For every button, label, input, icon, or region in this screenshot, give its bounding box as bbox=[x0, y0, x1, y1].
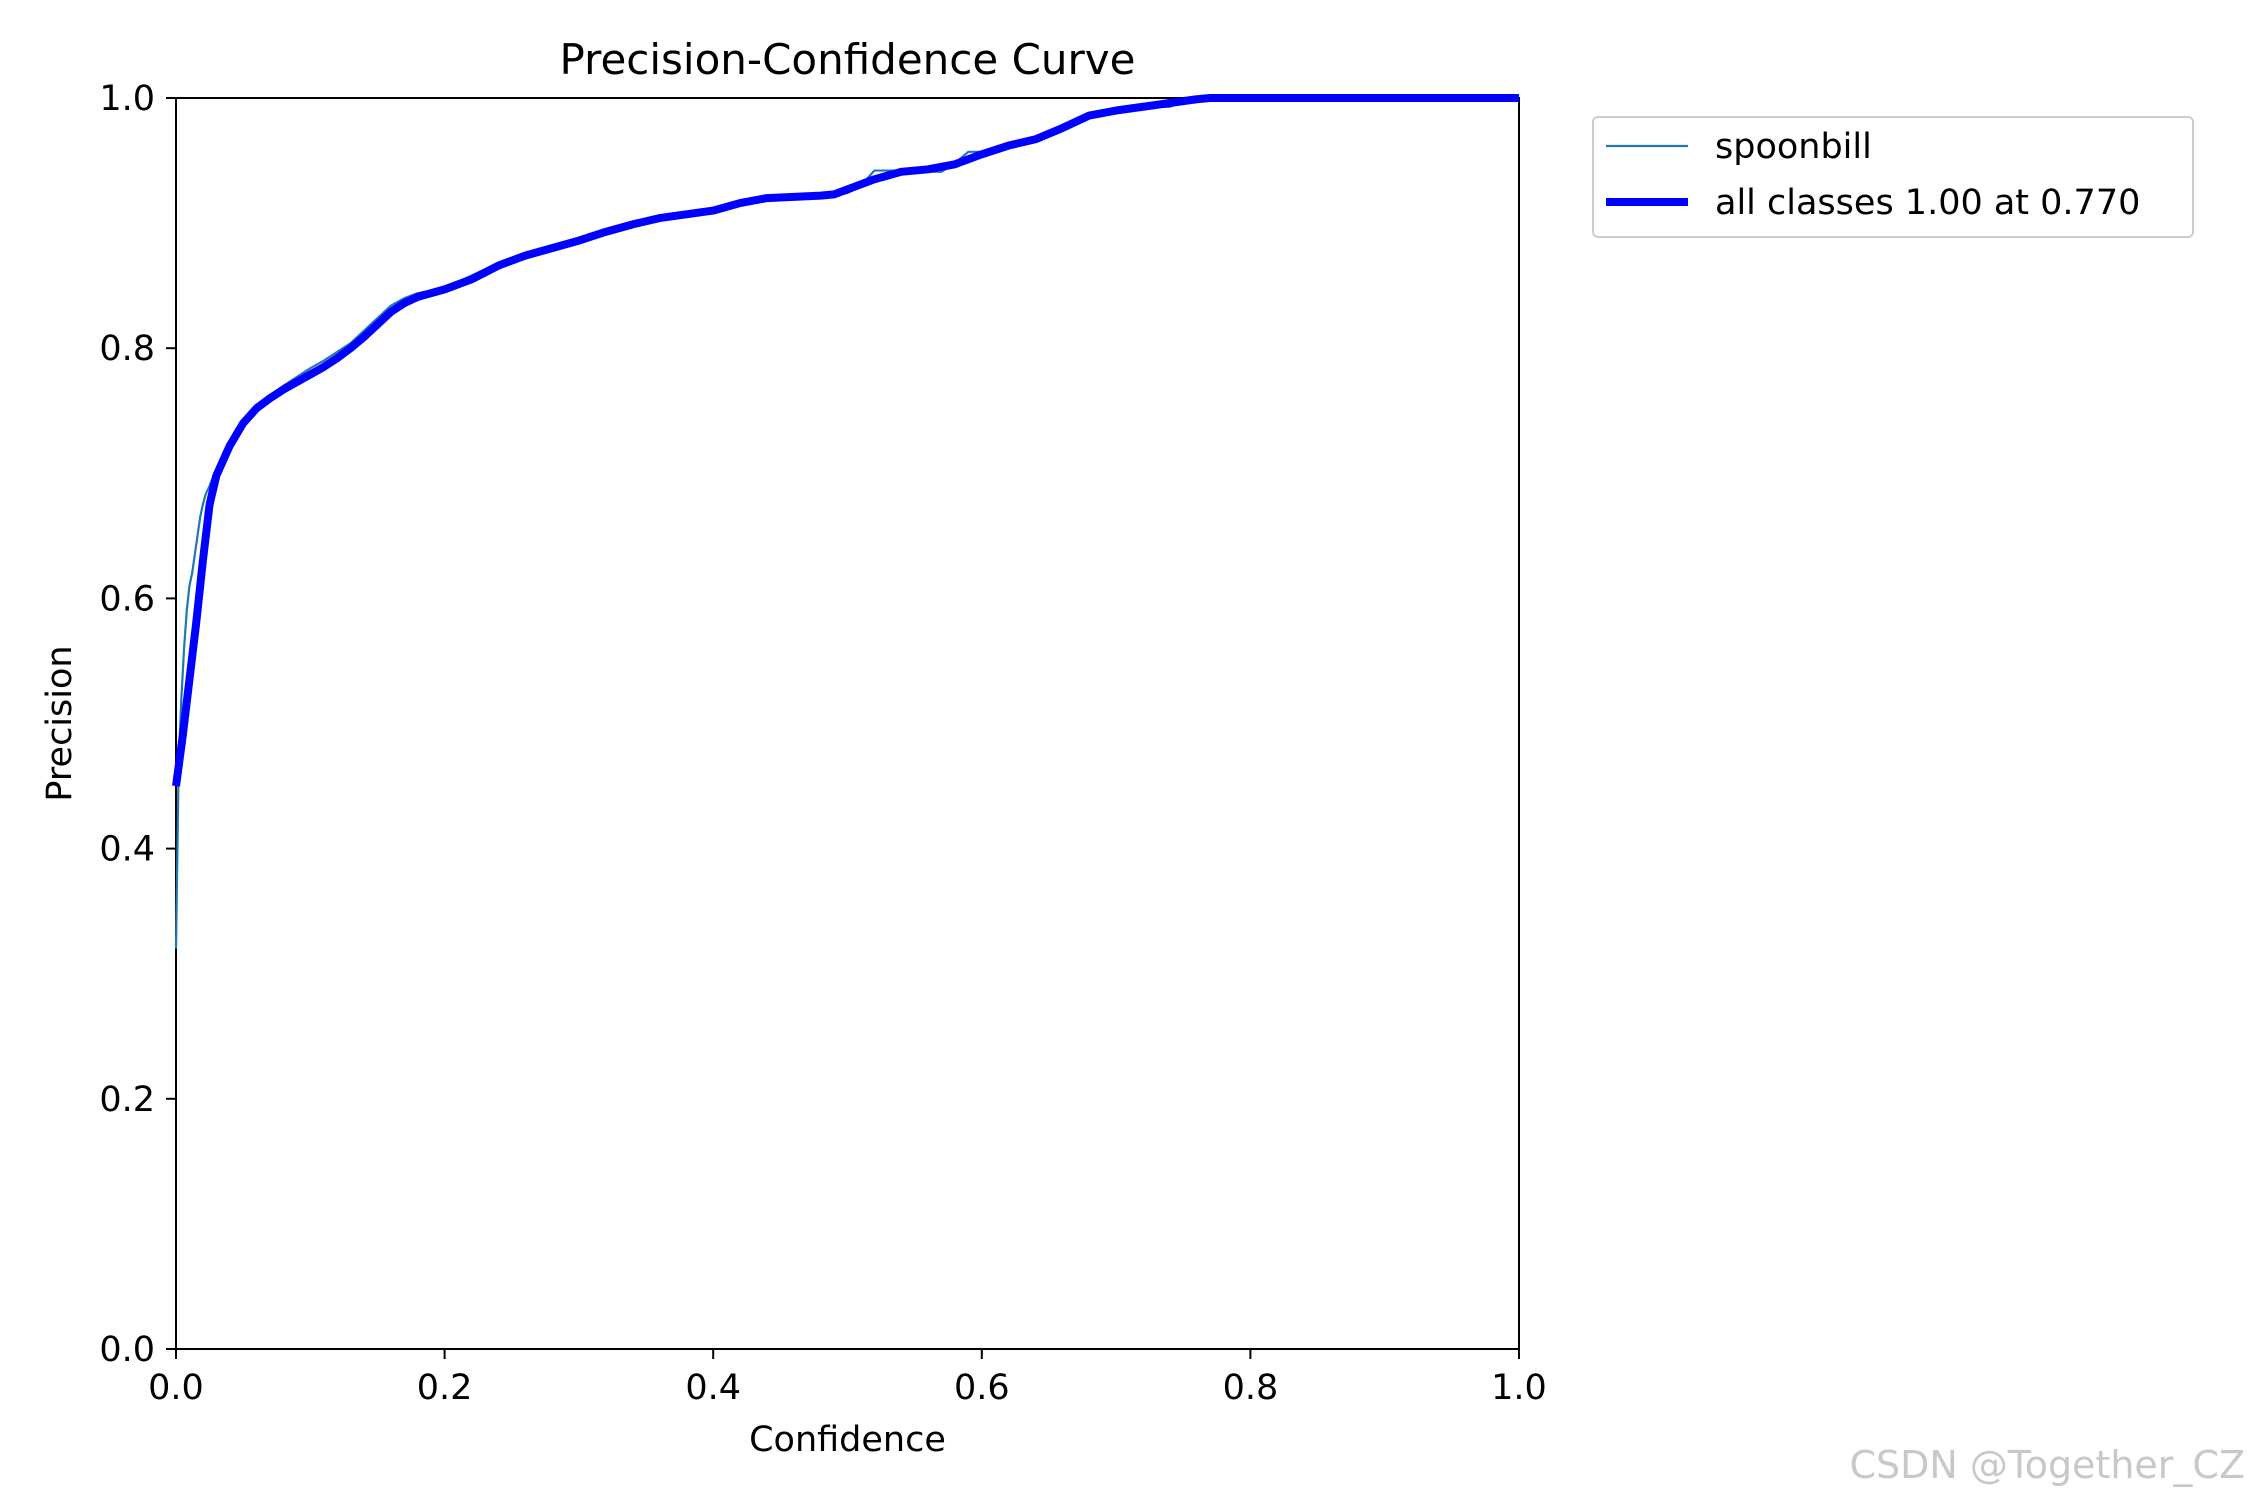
plot-frame bbox=[175, 97, 1520, 1350]
y-axis-title: Precision bbox=[40, 645, 80, 801]
watermark: CSDN @Together_CZ bbox=[1850, 1443, 2245, 1487]
series-line-spoonbill bbox=[174, 96, 1519, 949]
legend: spoonbill all classes 1.00 at 0.770 bbox=[1592, 116, 2194, 238]
legend-label: all classes 1.00 at 0.770 bbox=[1715, 183, 2140, 223]
y-tick-label: 0.6 bbox=[99, 579, 155, 619]
x-tick-label: 0.2 bbox=[417, 1368, 473, 1408]
axes: 0.0 0.2 0.4 0.6 0.8 1.0 0.0 0.2 0.4 0.6 0.8 1.0 bbox=[99, 79, 1547, 1408]
legend-box bbox=[1592, 116, 2194, 238]
y-tick-label: 0.8 bbox=[99, 329, 155, 369]
y-tick-label: 0.4 bbox=[99, 830, 155, 870]
x-tick-label: 0.6 bbox=[954, 1368, 1010, 1408]
x-tick-label: 0.4 bbox=[685, 1368, 741, 1408]
chart-title: Precision-Confidence Curve bbox=[560, 35, 1136, 84]
x-tick-label: 0.8 bbox=[1223, 1368, 1279, 1408]
x-tick-label: 0.0 bbox=[148, 1368, 204, 1408]
y-tick-label: 1.0 bbox=[99, 79, 155, 119]
series-lines bbox=[172, 94, 1519, 949]
series-line-all-classes bbox=[172, 94, 1519, 787]
y-tick-label: 0.2 bbox=[99, 1080, 155, 1120]
legend-label: spoonbill bbox=[1715, 127, 1872, 167]
x-axis-title: Confidence bbox=[749, 1420, 946, 1460]
y-tick-label: 0.0 bbox=[99, 1330, 155, 1370]
x-tick-label: 1.0 bbox=[1491, 1368, 1547, 1408]
